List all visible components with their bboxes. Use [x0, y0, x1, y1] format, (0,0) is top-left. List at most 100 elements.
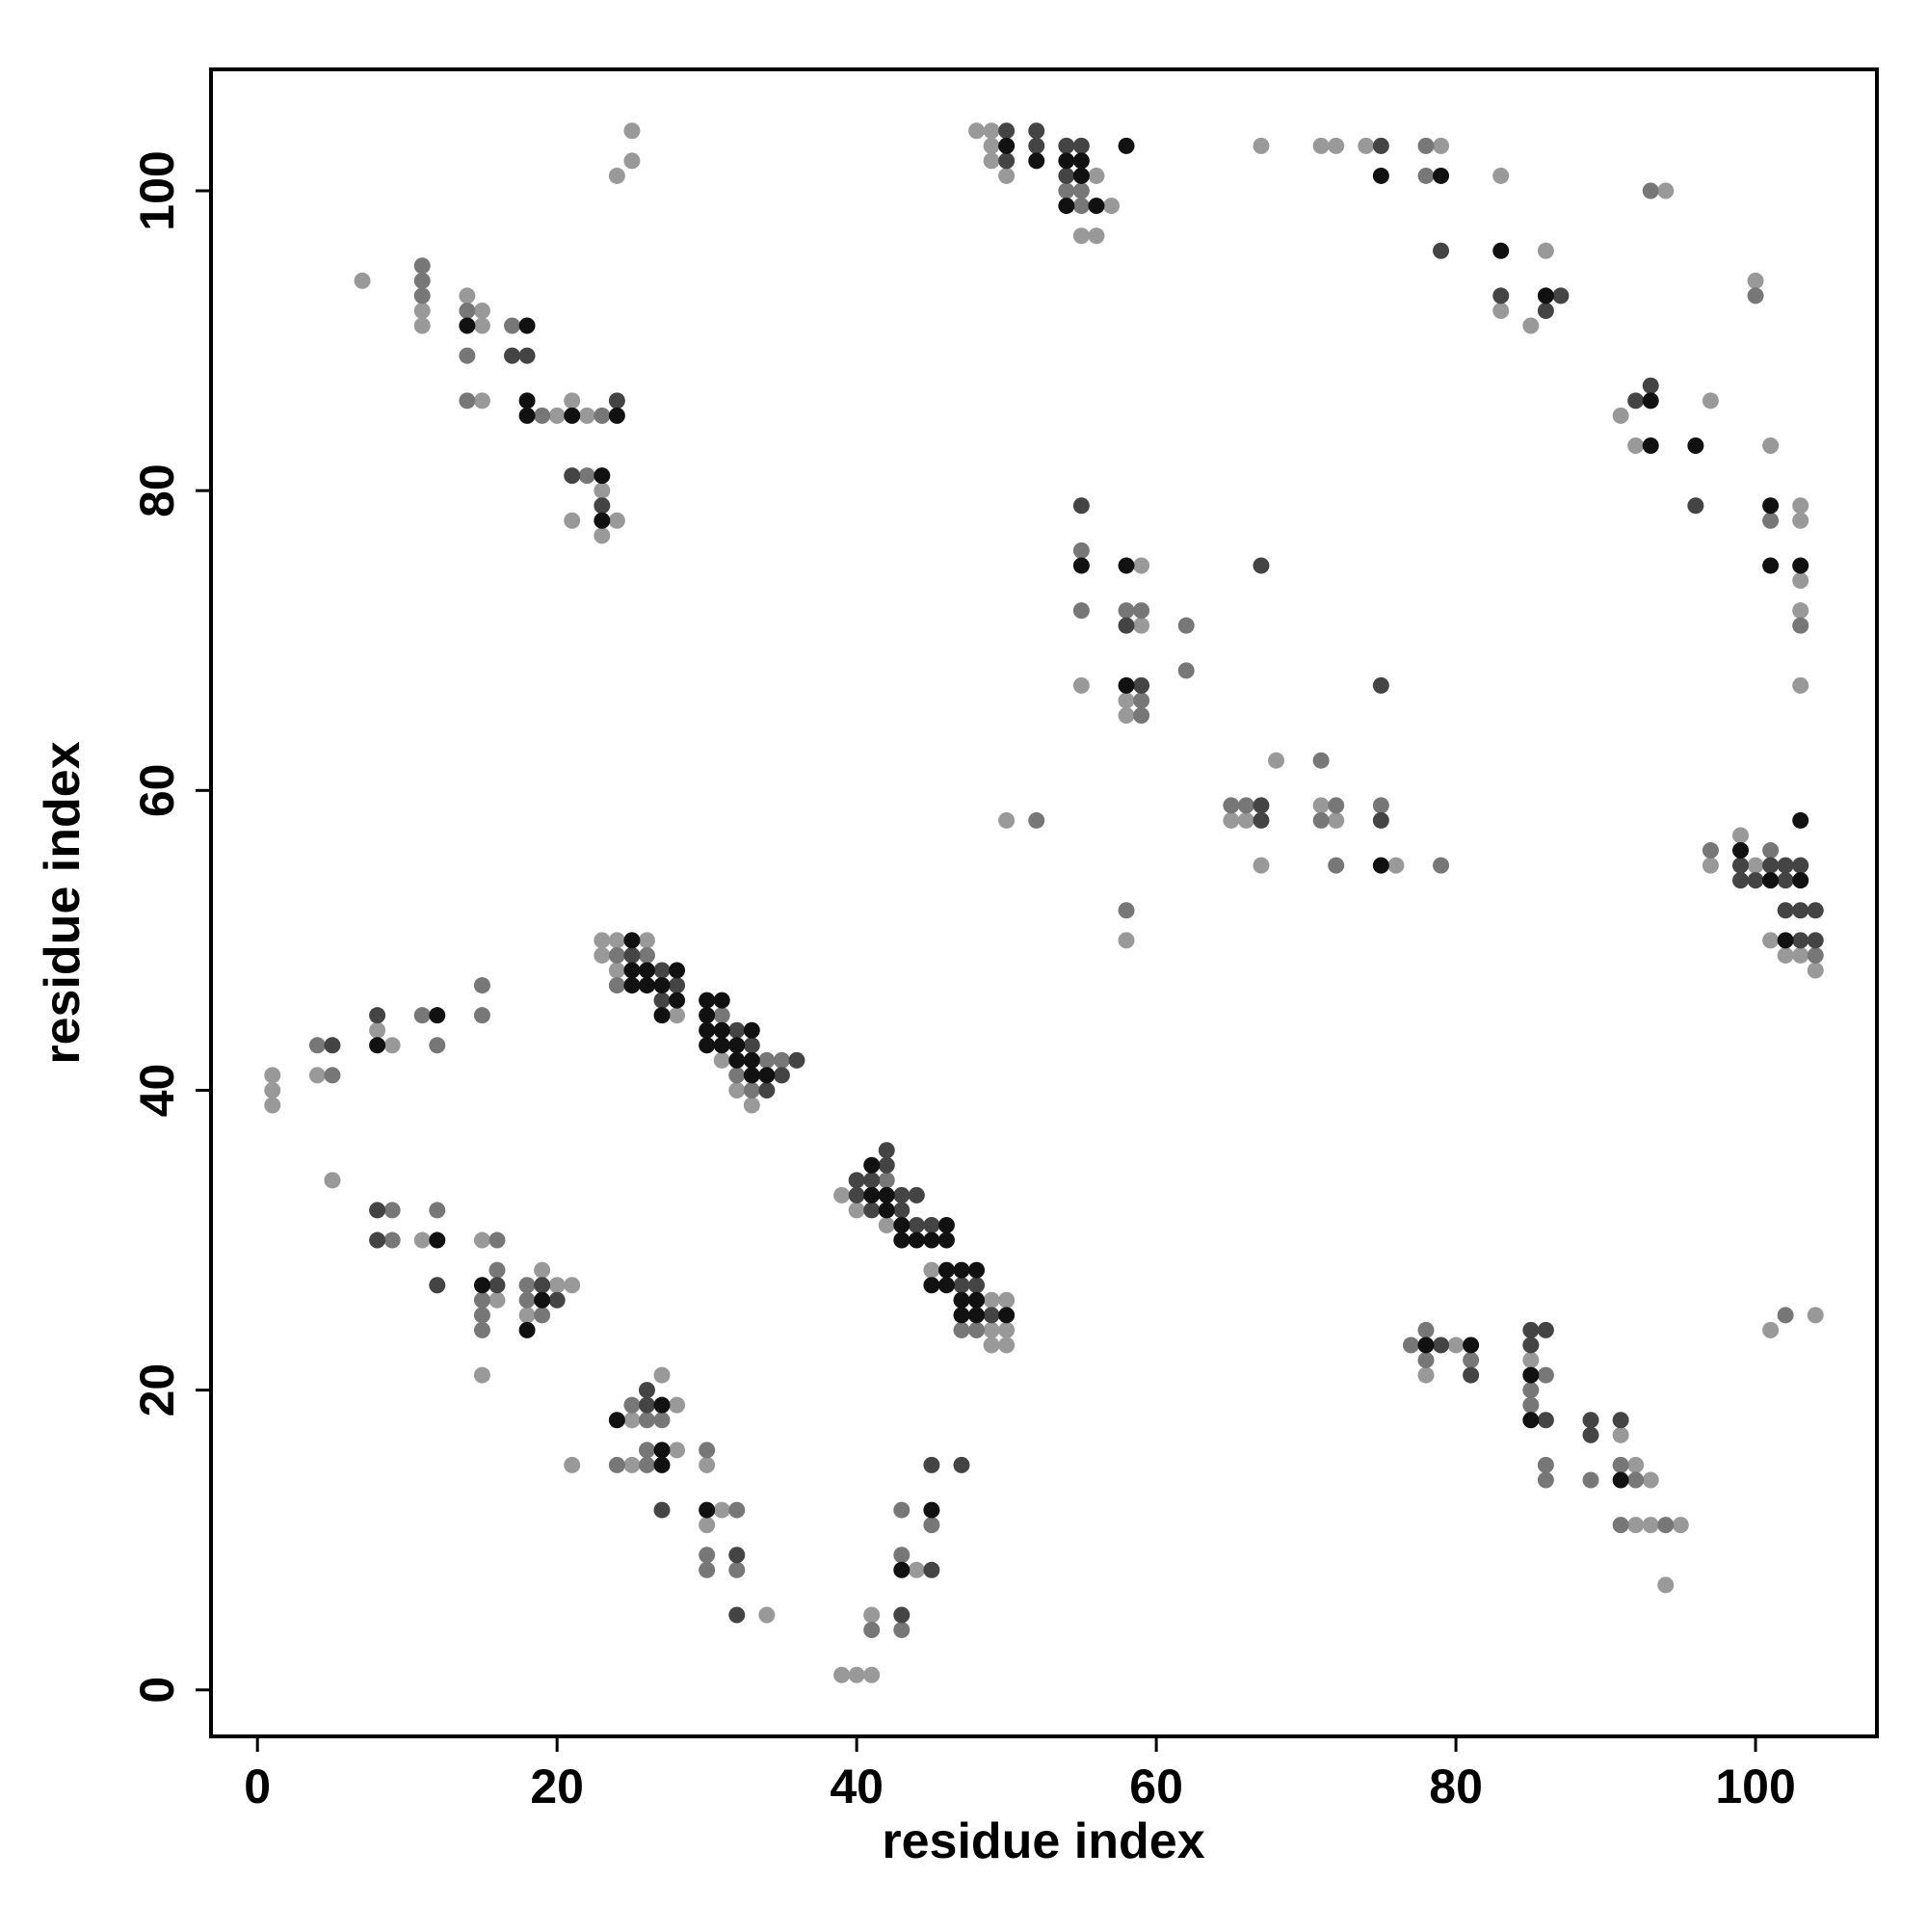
- contact-point: [669, 977, 686, 994]
- contact-point: [1792, 811, 1809, 829]
- contact-point: [413, 1007, 431, 1024]
- contact-point: [1747, 872, 1764, 889]
- contact-point: [1537, 302, 1554, 319]
- contact-point: [488, 1231, 506, 1249]
- contact-point: [1807, 1307, 1824, 1324]
- contact-point: [369, 1202, 386, 1219]
- contact-point: [638, 1382, 655, 1399]
- contact-point: [699, 1456, 716, 1473]
- contact-point: [1118, 707, 1135, 725]
- contact-point: [1537, 1412, 1554, 1429]
- contact-point: [893, 1606, 911, 1624]
- contact-point: [773, 1067, 790, 1084]
- contact-point: [1072, 542, 1090, 559]
- contact-point: [1792, 676, 1809, 694]
- contact-point: [623, 932, 641, 949]
- contact-point: [1537, 1456, 1554, 1473]
- contact-point: [1058, 137, 1075, 154]
- y-tick-label: 40: [130, 1064, 184, 1118]
- contact-point: [518, 1277, 536, 1294]
- contact-point: [1792, 602, 1809, 620]
- contact-point: [893, 1561, 911, 1578]
- contact-point: [653, 962, 671, 979]
- contact-point: [1627, 437, 1645, 454]
- contact-point: [488, 1261, 506, 1279]
- contact-point: [653, 1396, 671, 1414]
- contact-point: [1253, 797, 1270, 814]
- contact-point: [518, 392, 536, 410]
- contact-point: [1732, 872, 1750, 889]
- contact-point: [923, 1517, 940, 1534]
- contact-point: [728, 1501, 746, 1519]
- contact-point: [893, 1622, 911, 1639]
- contact-point: [908, 1186, 925, 1204]
- contact-point: [863, 1156, 881, 1174]
- contact-point: [968, 1277, 986, 1294]
- contact-point: [1807, 946, 1824, 964]
- x-tick-label: 60: [1129, 1760, 1183, 1813]
- contact-point: [383, 1202, 401, 1219]
- contact-point: [1328, 811, 1345, 829]
- contact-point: [1612, 1471, 1629, 1489]
- contact-point: [653, 992, 671, 1009]
- contact-point: [863, 1202, 881, 1219]
- contact-point: [848, 1666, 865, 1683]
- contact-point: [878, 1202, 895, 1219]
- contact-point: [578, 467, 595, 485]
- contact-point: [1762, 557, 1780, 574]
- contact-point: [878, 1216, 895, 1233]
- contact-point: [623, 122, 641, 140]
- contact-point: [1417, 1321, 1435, 1338]
- contact-point: [548, 1277, 566, 1294]
- contact-point: [1492, 302, 1510, 319]
- contact-point: [758, 1051, 776, 1069]
- contact-point: [473, 1231, 490, 1249]
- contact-point: [923, 1501, 940, 1519]
- contact-point: [1102, 198, 1120, 215]
- contact-point: [863, 1172, 881, 1189]
- contact-point: [1463, 1352, 1480, 1369]
- contact-point: [1702, 392, 1719, 410]
- contact-point: [429, 1007, 446, 1024]
- contact-point: [518, 1307, 536, 1324]
- contact-point: [1433, 1337, 1450, 1354]
- contact-point: [1312, 137, 1330, 154]
- contact-point: [1072, 167, 1090, 184]
- contact-point: [1582, 1412, 1599, 1429]
- contact-point: [1268, 752, 1285, 769]
- contact-point: [1492, 287, 1510, 304]
- contact-point: [998, 137, 1016, 154]
- contact-point: [968, 1291, 986, 1309]
- contact-point: [1762, 932, 1780, 949]
- x-tick-label: 80: [1429, 1760, 1483, 1813]
- contact-point: [848, 1202, 865, 1219]
- contact-point: [1118, 692, 1135, 709]
- contact-point: [1028, 811, 1045, 829]
- contact-point: [699, 1561, 716, 1578]
- contact-point: [983, 1321, 1000, 1338]
- contact-point: [1328, 797, 1345, 814]
- contact-point: [623, 946, 641, 964]
- contact-point: [459, 317, 476, 334]
- contact-point: [638, 1442, 655, 1459]
- contact-point: [713, 1051, 730, 1069]
- contact-point: [1372, 811, 1389, 829]
- contact-point: [608, 392, 625, 410]
- contact-point: [518, 1291, 536, 1309]
- contact-point: [1118, 902, 1135, 919]
- contact-point: [1088, 227, 1105, 245]
- contact-point: [1792, 872, 1809, 889]
- contact-point: [1328, 137, 1345, 154]
- contact-point: [1807, 932, 1824, 949]
- contact-point: [1387, 857, 1405, 874]
- contact-point: [1133, 676, 1150, 694]
- contact-point: [983, 1307, 1000, 1324]
- x-tick-label: 20: [530, 1760, 584, 1813]
- contact-point: [1642, 392, 1659, 410]
- contact-point: [937, 1277, 955, 1294]
- contact-point: [473, 1321, 490, 1338]
- contact-point: [1237, 811, 1254, 829]
- contact-point: [594, 497, 611, 515]
- contact-point: [1417, 167, 1435, 184]
